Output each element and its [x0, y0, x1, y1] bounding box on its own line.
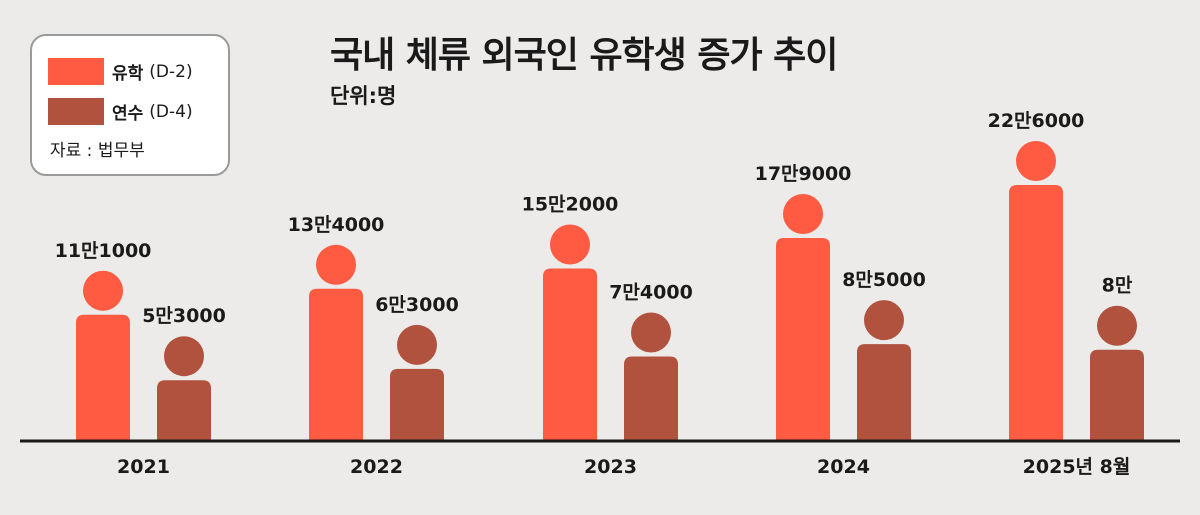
x-tick-label: 2022	[350, 456, 403, 478]
data-label: 13만4000	[288, 214, 385, 236]
bar-head-circle	[864, 300, 904, 341]
x-tick-label: 2024	[817, 456, 870, 478]
legend-code-training: (D-4)	[149, 101, 193, 122]
legend-label-study: 유학	[112, 64, 144, 84]
bar-head-circle	[316, 244, 356, 285]
bar	[1009, 185, 1063, 440]
unit-label: 단위:명	[330, 84, 397, 108]
chart-title: 국내 체류 외국인 유학생 증가 추이	[330, 35, 838, 76]
bar	[76, 314, 130, 440]
data-label: 7만4000	[609, 282, 693, 304]
bar-head-circle	[164, 336, 204, 377]
data-label: 5만3000	[142, 305, 226, 327]
legend-swatch-training	[48, 98, 104, 125]
bar-head-circle	[550, 224, 590, 265]
data-label: 17만9000	[755, 163, 852, 185]
bar-head-circle	[631, 312, 671, 353]
x-tick-label: 2023	[584, 456, 637, 478]
data-label: 8만	[1102, 275, 1133, 297]
bar	[543, 268, 597, 440]
legend-item-training: 연수 (D-4)	[48, 98, 193, 125]
bar	[309, 288, 363, 440]
bar	[157, 380, 211, 440]
bar-head-circle	[783, 194, 823, 235]
source-note: 자료 : 법무부	[50, 141, 145, 161]
bar-head-circle	[397, 324, 437, 365]
bar	[776, 238, 830, 440]
legend-code-study: (D-2)	[149, 61, 193, 82]
bar-head-circle	[83, 270, 123, 311]
legend-swatch-study	[48, 58, 104, 85]
bar	[390, 368, 444, 440]
legend-label-training: 연수	[112, 104, 144, 124]
legend: 유학 (D-2) 연수 (D-4) 자료 : 법무부	[30, 34, 230, 176]
bar	[1090, 349, 1144, 440]
data-label: 11만1000	[55, 240, 152, 262]
data-label: 22만6000	[988, 110, 1085, 132]
data-label: 15만2000	[522, 193, 619, 215]
bar	[624, 356, 678, 440]
bar	[857, 344, 911, 440]
x-tick-label: 2025년 8월	[1023, 456, 1131, 478]
data-label: 8만5000	[842, 269, 926, 291]
bar-head-circle	[1016, 141, 1056, 181]
data-label: 6만3000	[375, 294, 459, 316]
x-tick-label: 2021	[117, 456, 170, 478]
bar-head-circle	[1097, 305, 1137, 346]
legend-item-study: 유학 (D-2)	[48, 58, 193, 85]
